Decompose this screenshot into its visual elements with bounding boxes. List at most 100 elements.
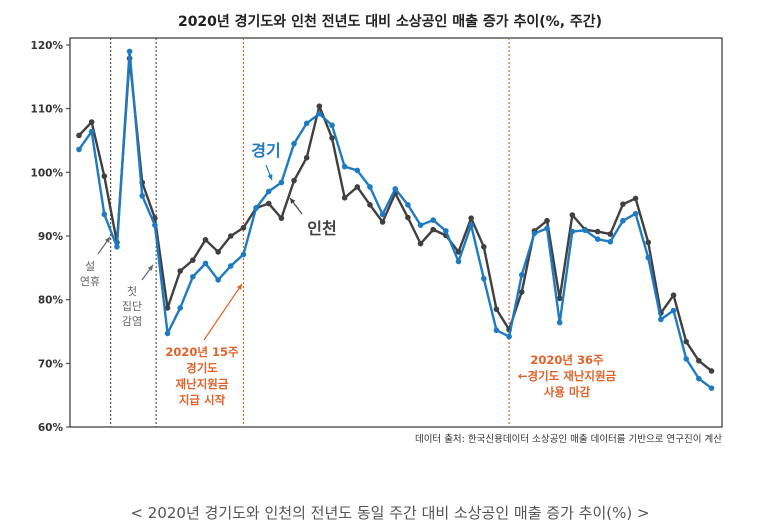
annotation-text: 첫 xyxy=(127,285,137,298)
data-point xyxy=(202,260,209,267)
data-point xyxy=(670,307,677,314)
data-point xyxy=(265,188,272,195)
y-tick-label: 80% xyxy=(38,295,64,307)
line-chart: 2020년 경기도와 인천 전년도 대비 소상공인 매출 증가 추이(%, 주간… xyxy=(31,13,723,445)
data-point xyxy=(632,210,639,217)
series-label-incheon: 인천 xyxy=(307,219,336,238)
figure-caption: < 2020년 경기도와 인천의 전년도 동일 주간 대비 소상공인 매출 증가… xyxy=(130,504,650,522)
data-point xyxy=(544,225,550,232)
annotation-text: 연휴 xyxy=(80,275,100,288)
data-point xyxy=(658,316,664,323)
data-point xyxy=(253,205,259,211)
data-point xyxy=(696,375,702,382)
data-point xyxy=(620,217,626,224)
annotation-arrow-head xyxy=(236,284,242,290)
data-point xyxy=(405,214,411,221)
data-point xyxy=(354,184,361,190)
data-point xyxy=(367,202,373,208)
data-point xyxy=(645,254,652,261)
data-point xyxy=(430,217,437,223)
data-point xyxy=(556,319,563,326)
data-point xyxy=(455,258,462,265)
data-point xyxy=(569,228,576,235)
annotation-text: 설 xyxy=(85,260,95,273)
chart-title: 2020년 경기도와 인천 전년도 대비 소상공인 매출 증가 추이(%, 주간… xyxy=(178,13,602,30)
series-label-arrow-head xyxy=(267,174,273,180)
data-point xyxy=(379,211,386,218)
data-point xyxy=(164,330,171,337)
data-point xyxy=(468,222,474,228)
y-tick-label: 90% xyxy=(38,231,64,243)
data-point xyxy=(607,238,614,245)
data-point xyxy=(190,257,196,263)
data-point xyxy=(341,195,348,201)
data-point xyxy=(240,251,247,258)
data-point xyxy=(670,292,677,299)
data-point xyxy=(708,385,715,391)
data-point xyxy=(316,110,323,117)
annotation-text: 재난지원금 xyxy=(176,377,229,391)
annotation-text: 2020년 15주 xyxy=(165,345,239,359)
data-point xyxy=(240,224,247,231)
data-point xyxy=(126,48,133,55)
data-point xyxy=(607,231,614,237)
data-point xyxy=(556,295,563,302)
y-tick-label: 120% xyxy=(31,40,64,52)
data-point xyxy=(139,193,146,199)
data-point xyxy=(101,211,108,218)
data-point xyxy=(76,146,82,153)
plot-frame xyxy=(69,37,723,428)
annotation-arrow-head xyxy=(147,265,153,271)
annotation-arrow xyxy=(203,283,243,341)
data-point xyxy=(367,184,373,190)
series-label-gyeonggi: 경기 xyxy=(251,141,280,160)
data-point xyxy=(506,333,512,340)
data-point xyxy=(683,356,689,362)
data-point xyxy=(354,167,361,174)
data-point xyxy=(468,215,474,221)
data-point xyxy=(481,244,487,250)
data-point xyxy=(177,268,183,274)
y-tick-label: 70% xyxy=(38,358,64,370)
series-label-arrow-head xyxy=(290,198,296,204)
data-point xyxy=(76,132,82,139)
data-point xyxy=(417,222,424,228)
data-point xyxy=(215,277,221,283)
data-point xyxy=(278,215,285,221)
data-point xyxy=(455,249,462,255)
data-point xyxy=(341,163,348,170)
data-point xyxy=(405,202,411,208)
data-point xyxy=(265,200,272,207)
data-point xyxy=(708,368,715,374)
data-point xyxy=(645,239,652,246)
data-point xyxy=(329,122,335,129)
data-point xyxy=(493,306,500,313)
data-point xyxy=(329,135,335,141)
annotation-text: ←경기도 재난지원금 xyxy=(518,369,617,383)
data-point xyxy=(518,289,525,295)
annotation-arrow-head xyxy=(104,237,110,243)
data-point xyxy=(594,236,601,242)
data-point xyxy=(202,237,209,243)
y-tick-label: 60% xyxy=(38,422,64,434)
annotation-text: 감염 xyxy=(122,315,142,328)
data-point xyxy=(291,140,297,147)
data-point xyxy=(569,212,576,218)
annotation-text: 집단 xyxy=(122,300,142,313)
data-point xyxy=(215,249,221,255)
data-point xyxy=(493,327,500,334)
data-point xyxy=(88,128,95,135)
data-point xyxy=(228,233,234,239)
annotation-text: 경기도 xyxy=(186,361,218,375)
data-point xyxy=(114,244,120,250)
data-point xyxy=(164,305,171,311)
annotation-text: 사용 마감 xyxy=(544,385,591,399)
data-point xyxy=(303,120,310,127)
y-tick-label: 110% xyxy=(31,104,64,116)
data-point xyxy=(392,186,399,192)
data-point xyxy=(443,228,449,234)
annotation-text: 2020년 36주 xyxy=(530,353,604,367)
data-point xyxy=(544,217,550,224)
data-point xyxy=(228,263,234,269)
data-point xyxy=(101,173,108,179)
